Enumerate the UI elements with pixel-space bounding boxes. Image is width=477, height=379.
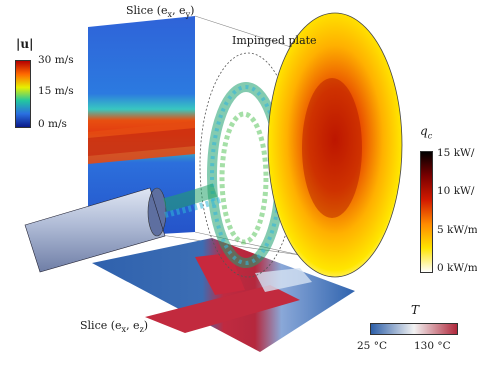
heatflux-symbol: qc (420, 124, 433, 141)
nozzle-pipe (24, 187, 167, 273)
heatflux-tick-0: 0 kW/m (437, 262, 477, 274)
velocity-tick-max: 30 m/s (38, 54, 74, 66)
velocity-colorbar-gradient (15, 60, 31, 128)
temperature-colorbar-gradient (370, 323, 458, 335)
plate-label: Impinged plate (232, 34, 317, 47)
temperature-symbol: T (411, 303, 420, 317)
slice-xy (88, 16, 195, 238)
heatflux-tick-15: 15 kW/ (437, 147, 475, 159)
velocity-tick-mid: 15 m/s (38, 85, 74, 97)
velocity-tick-min: 0 m/s (38, 118, 67, 130)
velocity-symbol: |u| (16, 37, 34, 51)
temperature-tick-max: 130 °C (414, 340, 451, 352)
slice-xy-label: Slice (ex, ey) (126, 4, 195, 20)
heatflux-tick-10: 10 kW/ (437, 185, 475, 197)
heatflux-tick-5: 5 kW/m (437, 224, 477, 236)
slice-xz-label: Slice (ex, ez) (80, 319, 149, 335)
temperature-tick-min: 25 °C (357, 340, 387, 352)
slice-xz (92, 238, 355, 352)
impinged-plate (267, 12, 403, 278)
heatflux-colorbar-gradient (420, 151, 433, 273)
